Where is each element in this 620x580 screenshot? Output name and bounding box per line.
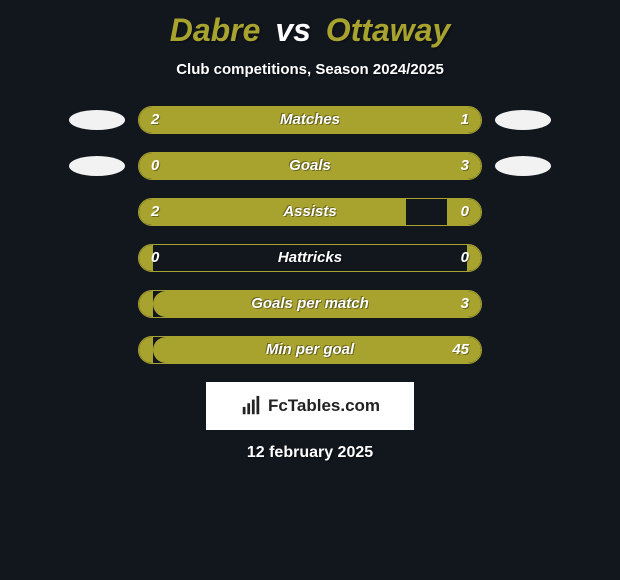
bar-track: [138, 290, 482, 318]
bar-track: [138, 244, 482, 272]
stat-row: Goals03: [69, 152, 551, 180]
bar-left: [139, 107, 368, 133]
chart-icon: [240, 395, 262, 417]
bar-right: [153, 337, 481, 363]
footer-logo: FcTables.com: [206, 382, 414, 430]
bar-left: [139, 337, 153, 363]
stat-row: Assists20: [69, 198, 551, 226]
player2-name: Ottaway: [326, 12, 450, 48]
stat-row: Matches21: [69, 106, 551, 134]
bar-right: [467, 245, 481, 271]
bar-track: [138, 106, 482, 134]
footer-date: 12 february 2025: [0, 444, 620, 462]
bar-left: [139, 291, 153, 317]
bar-right: [201, 153, 481, 179]
comparison-chart: Matches21 Goals03 Assists20 Hattricks00 Goal…: [69, 106, 551, 364]
bar-right: [153, 291, 481, 317]
vs-label: vs: [275, 12, 311, 48]
bar-track: [138, 336, 482, 364]
footer-logo-text: FcTables.com: [268, 396, 380, 416]
bar-right: [447, 199, 481, 225]
bar-track: [138, 152, 482, 180]
player1-avatar: [69, 110, 125, 130]
player1-name: Dabre: [170, 12, 261, 48]
stat-row: Goals per match3: [69, 290, 551, 318]
bar-left: [139, 153, 201, 179]
player1-avatar: [69, 156, 125, 176]
page-title: Dabre vs Ottaway: [0, 0, 620, 49]
stat-row: Min per goal45: [69, 336, 551, 364]
player2-avatar: [495, 110, 551, 130]
bar-right: [368, 107, 481, 133]
subtitle: Club competitions, Season 2024/2025: [0, 61, 620, 78]
bar-left: [139, 199, 406, 225]
bar-track: [138, 198, 482, 226]
bar-left: [139, 245, 153, 271]
stat-row: Hattricks00: [69, 244, 551, 272]
player2-avatar: [495, 156, 551, 176]
